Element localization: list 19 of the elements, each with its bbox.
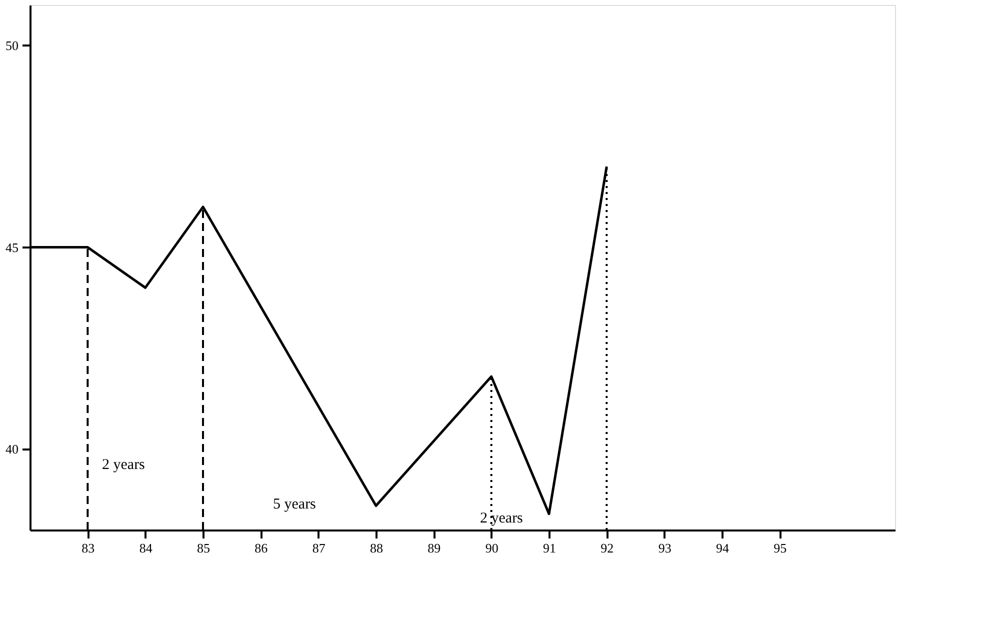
annotation: 2 years: [102, 457, 146, 474]
y-tick-label: 40: [6, 442, 18, 457]
x-tick-label: 83: [82, 540, 95, 556]
x-tick-label: 86: [254, 540, 268, 556]
x-tick-label: 87: [312, 540, 326, 556]
x-tick-label: 90: [485, 540, 498, 556]
x-tick-label: 91: [543, 540, 556, 556]
x-tick-label: 88: [370, 540, 383, 556]
x-tick-label: 84: [139, 540, 153, 556]
annotation: 5 years: [273, 496, 316, 512]
x-tick-label: 95: [774, 540, 787, 556]
x-tick-label: 93: [658, 540, 672, 556]
x-tick-label: 92: [600, 540, 614, 556]
x-tick-label: 89: [428, 540, 441, 556]
annotation: 2 years: [480, 510, 524, 526]
x-tick-label: 85: [197, 540, 210, 556]
y-tick-label: 50: [6, 38, 18, 53]
x-tick-label: 94: [716, 540, 730, 556]
y-tick-label: 45: [6, 240, 18, 255]
